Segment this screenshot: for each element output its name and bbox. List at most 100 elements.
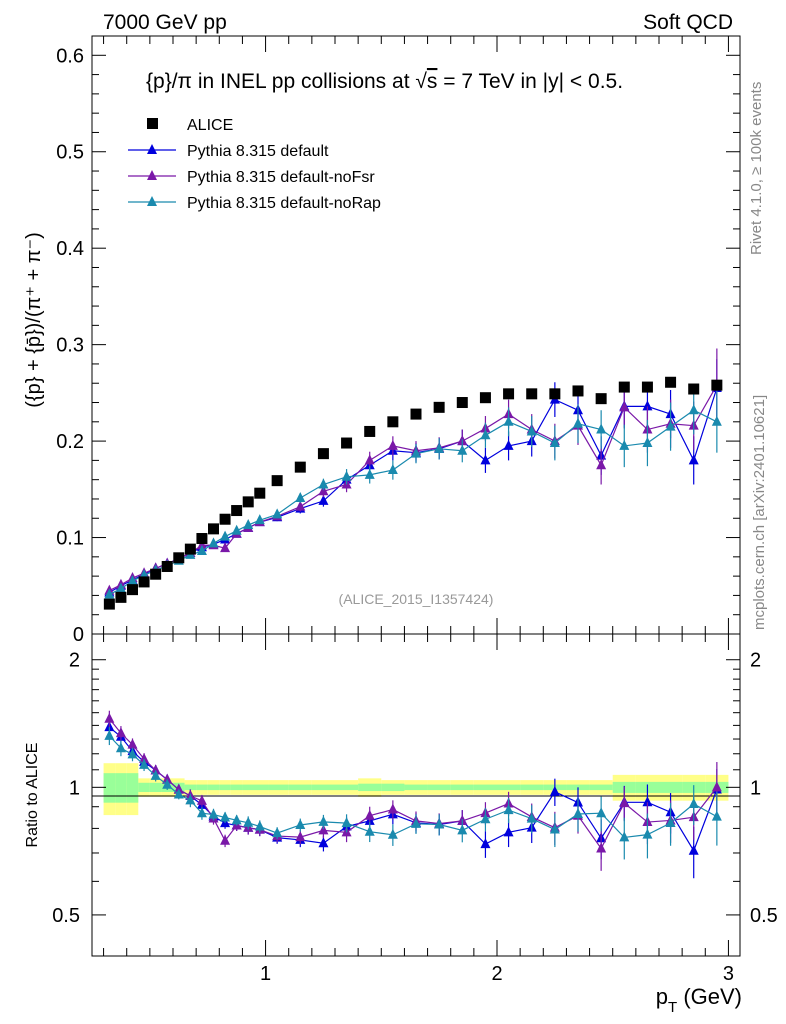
alice-point <box>150 568 162 580</box>
series-3-ratio-point <box>196 807 207 818</box>
ratio-ytick-label-right: 0.5 <box>750 905 778 927</box>
alice-point <box>219 513 231 525</box>
series-3-point <box>503 415 514 426</box>
header-left: 7000 GeV pp <box>103 11 227 34</box>
series-3-ratio-point <box>549 823 560 834</box>
series-3-ratio-point <box>642 828 653 839</box>
ratio-band-inner <box>219 784 231 791</box>
alice-point <box>208 523 219 535</box>
ratio-band-inner <box>520 784 544 791</box>
series-3-ratio-point <box>688 798 699 809</box>
series-2-point <box>387 439 398 450</box>
series-3-point <box>665 420 676 431</box>
series-3-ratio-point <box>480 813 491 824</box>
alice-point <box>231 505 243 517</box>
series-1-ratio-point <box>480 838 491 849</box>
ratio-band-inner <box>497 784 521 791</box>
alice-point <box>103 598 115 610</box>
series-3-ratio-point <box>173 788 184 799</box>
series-1-point <box>480 454 491 465</box>
main-ylabel: ({p} + {p̄})/(π⁺ + π⁻) <box>23 232 45 407</box>
alice-point <box>618 381 630 393</box>
series-1-ratio-point <box>642 796 653 807</box>
alice-point <box>364 425 376 437</box>
series-2-point <box>596 459 607 470</box>
series-3-ratio-point <box>665 817 676 828</box>
ratio-band-inner <box>138 782 150 792</box>
series-3-ratio-line <box>108 735 718 839</box>
alice-point <box>317 448 329 460</box>
alice-point <box>410 408 422 420</box>
analysis-watermark: (ALICE_2015_I1357424) <box>339 591 494 607</box>
alice-point <box>665 376 677 388</box>
series-3-point <box>596 423 607 434</box>
series-2-point <box>196 539 207 550</box>
alice-point <box>161 560 173 572</box>
ratio-ytick-label: 2 <box>69 650 80 672</box>
series-3-point <box>387 464 398 475</box>
series-2-ratio-point <box>220 834 231 845</box>
ratio-band-inner <box>254 784 269 791</box>
ratio-band-inner <box>335 784 359 791</box>
series-3-point <box>434 442 445 453</box>
xtick-label: 2 <box>491 963 502 985</box>
series-3-point <box>711 415 722 426</box>
ratio-band-inner <box>126 773 139 803</box>
alice-point <box>196 533 208 545</box>
ratio-ytick-label-right: 2 <box>750 650 761 672</box>
alice-point <box>271 475 283 487</box>
alice-point <box>711 379 723 391</box>
series-2-ratio-point <box>139 752 150 763</box>
series-3-ratio-point <box>185 794 196 805</box>
series-3-point <box>549 437 560 448</box>
series-3-point <box>619 439 630 450</box>
series-3-point <box>642 437 653 448</box>
series-3-point <box>688 404 699 415</box>
alice-point <box>572 385 584 397</box>
rivet-label: Rivet 4.1.0, ≥ 100k events <box>748 82 765 255</box>
series-3-point <box>254 514 265 525</box>
x-axis-label: pT (GeV) <box>656 984 742 1016</box>
series-1-ratio-point <box>688 844 699 855</box>
series-3-ratio-point <box>104 729 115 740</box>
series-3-point <box>457 444 468 455</box>
main-plot: 0 0.1 0.2 0.3 0.4 0.5 0.6 {p}/π in INEL pp col… <box>23 35 741 646</box>
alice-point <box>294 461 306 473</box>
series-1-point <box>503 439 514 450</box>
series-3-ratio-point <box>150 769 161 780</box>
main-ytick-label: 0.4 <box>56 238 84 260</box>
series-1-point <box>688 454 699 465</box>
alice-point <box>115 591 127 603</box>
series-2-ratio-point <box>162 773 173 784</box>
ratio-band-inner <box>184 784 197 791</box>
series-2-ratio-point <box>115 727 126 738</box>
series-3-point <box>526 425 537 436</box>
alice-point <box>433 401 445 413</box>
alice-point <box>456 397 468 409</box>
series-2-ratio-line <box>108 718 718 850</box>
main-ytick-label: 0.5 <box>56 142 84 164</box>
legend-marker-triangle <box>147 144 157 154</box>
series-3-ratio-point <box>526 812 537 823</box>
ratio-band-inner <box>358 783 382 792</box>
alice-point <box>549 388 561 400</box>
alice-point <box>688 383 700 395</box>
alice-point <box>387 416 399 428</box>
xtick-label: 1 <box>260 963 271 985</box>
main-ytick-label: 0.3 <box>56 335 84 357</box>
series-3-point <box>318 478 329 489</box>
series-3-point <box>231 524 242 535</box>
series-2-ratio-point <box>711 781 722 792</box>
series-3-ratio-point <box>220 811 231 822</box>
series-3-line <box>109 409 718 595</box>
series-3-ratio-point <box>434 818 445 829</box>
series-3-ratio-point <box>295 818 306 829</box>
ratio-band-inner <box>381 783 405 792</box>
series-2-ratio-point <box>150 764 161 775</box>
alice-point <box>242 496 254 508</box>
ratio-band-inner <box>230 784 243 791</box>
ratio-band-inner <box>115 773 127 803</box>
series-1-point <box>642 400 653 411</box>
series-1-ratio-point <box>318 837 329 848</box>
ratio-band-inner <box>288 784 312 791</box>
